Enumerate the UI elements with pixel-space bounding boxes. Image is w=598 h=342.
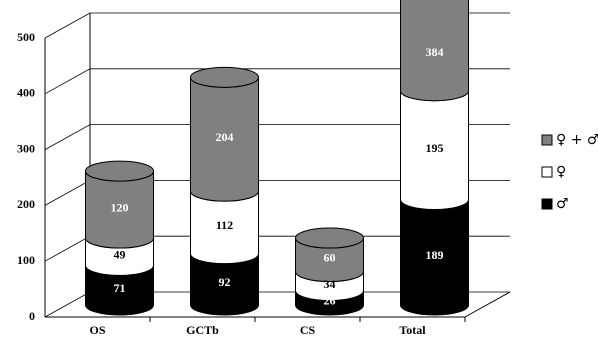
y-tick-label: 500 [17, 30, 35, 44]
value-label: 49 [114, 247, 126, 261]
cylinder-cap [85, 160, 154, 182]
x-tick-label: Total [399, 323, 426, 337]
y-tick-label: 300 [17, 141, 35, 155]
x-tick-label: OS [89, 323, 105, 337]
y-tick-label: 0 [29, 309, 35, 323]
grid-line [44, 68, 510, 95]
grid-line [44, 124, 510, 150]
floor-right [464, 291, 511, 318]
value-label: 112 [216, 218, 233, 232]
grid-line [44, 12, 510, 39]
value-label: 189 [426, 248, 444, 262]
value-label: 34 [324, 277, 336, 291]
bars [85, 0, 469, 316]
legend-label: ♀ [556, 164, 566, 180]
x-tick-label: GCTb [186, 323, 219, 337]
value-label: 204 [216, 130, 234, 144]
legend-label: ♂ [556, 196, 569, 212]
y-tick-label: 200 [17, 197, 35, 211]
value-label: 120 [111, 200, 129, 214]
value-label: 71 [114, 281, 126, 295]
value-label: 60 [324, 251, 336, 265]
legend-swatch [541, 198, 553, 210]
y-tick-label: 100 [17, 253, 35, 267]
legend-label: ♀ + ♂ [556, 132, 598, 148]
cylinder-cap [190, 66, 259, 88]
value-label: 92 [219, 275, 231, 289]
cylinder-segment [400, 0, 469, 102]
legend-swatch [541, 166, 553, 178]
labels: OS 71 49 120 GCTb 92 112 204 CS 26 34 60 Total 189 195… [89, 45, 598, 337]
value-label: 26 [324, 293, 336, 307]
value-label: 384 [426, 45, 444, 59]
legend-swatch [541, 134, 553, 146]
cylinder-cap [295, 227, 364, 249]
value-label: 195 [426, 141, 444, 155]
y-tick-label: 400 [17, 86, 35, 100]
x-tick-label: CS [300, 323, 316, 337]
